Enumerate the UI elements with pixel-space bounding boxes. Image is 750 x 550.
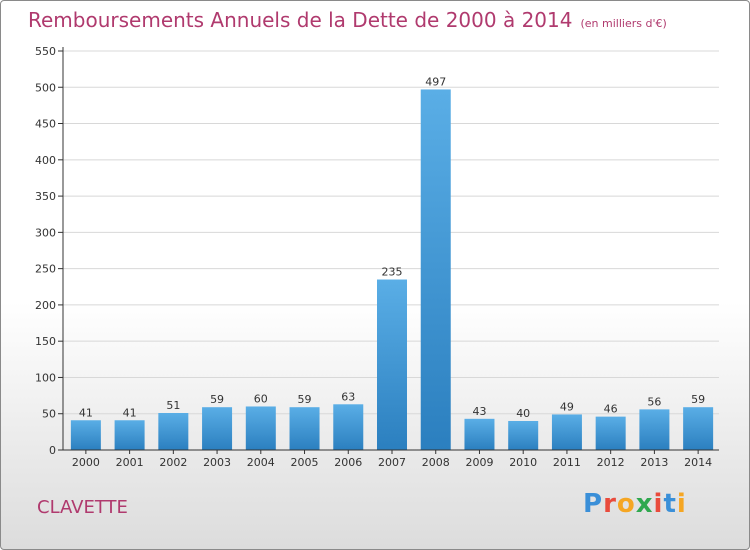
bars [70, 89, 714, 450]
x-tick-label: 2002 [159, 456, 187, 469]
data-label: 56 [647, 395, 661, 408]
y-tick-label: 450 [35, 118, 56, 131]
data-label: 60 [254, 392, 268, 405]
y-tick-label: 100 [35, 371, 56, 384]
y-tick-label: 200 [35, 299, 56, 312]
data-label: 41 [123, 406, 137, 419]
y-tick-label: 350 [35, 190, 56, 203]
data-label: 41 [79, 406, 93, 419]
x-tick-label: 2008 [422, 456, 450, 469]
bar [289, 407, 320, 450]
bar [377, 279, 407, 450]
data-label: 40 [516, 407, 530, 420]
proxiti-logo: Proxiti [583, 489, 687, 519]
labels: 41 2000 41 2001 51 2002 59 2003 60 2004 59 2005 63 20… [72, 75, 712, 469]
bar [551, 414, 582, 450]
x-tick-label: 2000 [72, 456, 100, 469]
data-label: 59 [210, 393, 224, 406]
commune-name: CLAVETTE [37, 497, 128, 518]
y-tick-label: 500 [35, 81, 56, 94]
chart-subtitle: (en milliers d'€) [580, 17, 667, 30]
bar [420, 89, 451, 450]
x-tick-label: 2009 [465, 456, 493, 469]
data-label: 59 [298, 393, 312, 406]
axes: 0 50 100 150 200 250 300 350 400 450 500 550 [35, 45, 719, 457]
data-label: 51 [166, 399, 180, 412]
x-tick-label: 2005 [291, 456, 319, 469]
x-tick-label: 2006 [334, 456, 362, 469]
y-tick-label: 50 [42, 408, 56, 421]
x-tick-label: 2010 [509, 456, 537, 469]
x-tick-label: 2012 [597, 456, 625, 469]
data-label: 497 [425, 75, 446, 88]
chart-title: Remboursements Annuels de la Dette de 20… [28, 8, 667, 32]
x-tick-label: 2001 [116, 456, 144, 469]
y-tick-label: 150 [35, 335, 56, 348]
data-label: 59 [691, 393, 705, 406]
x-tick-label: 2013 [640, 456, 668, 469]
x-tick-label: 2004 [247, 456, 275, 469]
x-tick-label: 2011 [553, 456, 581, 469]
bar [70, 420, 101, 450]
data-label: 63 [341, 390, 355, 403]
y-tick-label: 550 [35, 45, 56, 58]
x-tick-label: 2014 [684, 456, 712, 469]
y-tick-label: 300 [35, 226, 56, 239]
data-label: 235 [382, 266, 403, 279]
x-tick-label: 2003 [203, 456, 231, 469]
x-tick-label: 2007 [378, 456, 406, 469]
bar [245, 406, 276, 450]
y-tick-label: 250 [35, 263, 56, 276]
chart-title-text: Remboursements Annuels de la Dette de 20… [28, 8, 573, 32]
bar [202, 407, 233, 450]
bar [639, 409, 670, 450]
bar [158, 413, 189, 450]
bar [333, 404, 364, 450]
data-label: 46 [604, 403, 618, 416]
y-tick-label: 0 [49, 444, 56, 457]
bar [114, 420, 145, 450]
bar [683, 407, 714, 450]
bar [464, 418, 495, 450]
data-label: 49 [560, 400, 574, 413]
data-label: 43 [472, 405, 486, 418]
y-tick-label: 400 [35, 154, 56, 167]
bar [595, 416, 626, 450]
bar [508, 420, 539, 450]
